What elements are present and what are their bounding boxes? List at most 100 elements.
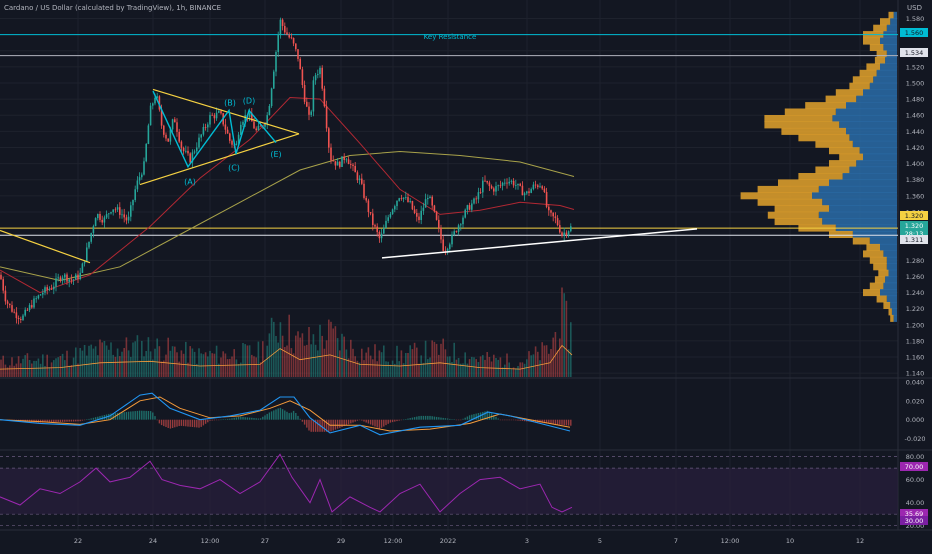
- candle-body: [92, 226, 95, 233]
- triangle-lower-line[interactable]: [139, 133, 300, 186]
- candle-body: [308, 106, 310, 115]
- macd-histogram-bar: [121, 412, 123, 420]
- volume-bar: [385, 361, 387, 377]
- volume-bar: [284, 347, 286, 377]
- macd-histogram-bar: [473, 414, 475, 420]
- candle-body: [321, 67, 323, 89]
- macd-histogram-bar: [292, 410, 295, 420]
- price-tick-label: 1.280: [906, 257, 925, 265]
- volume-profile-sell-bar: [859, 69, 877, 77]
- macd-histogram-bar: [92, 417, 95, 420]
- volume-bar: [180, 350, 183, 377]
- volume-bar: [521, 362, 524, 377]
- price-tick-label: 1.440: [906, 128, 925, 136]
- macd-histogram-bar: [405, 419, 407, 420]
- volume-bar: [105, 345, 108, 377]
- volume-bar: [286, 345, 288, 377]
- macd-tick-label: 0.040: [906, 378, 925, 386]
- candle-body: [143, 161, 145, 175]
- abcde-wave-path[interactable]: [152, 90, 277, 169]
- candle-body: [400, 198, 403, 199]
- macd-histogram-bar: [273, 410, 275, 420]
- candle-body: [306, 101, 308, 107]
- candle-body: [273, 71, 275, 89]
- macd-histogram-bar: [482, 411, 484, 420]
- candle-body: [83, 261, 86, 264]
- candle-body: [462, 217, 464, 225]
- time-axis[interactable]: 22 24 12:00 27 29 12:00 2022 3 5 7 12:00 10 12: [74, 537, 864, 545]
- candle-body: [138, 177, 141, 181]
- volume-bar: [462, 363, 464, 377]
- candle-body: [493, 188, 495, 192]
- drawings[interactable]: [0, 88, 698, 264]
- volume-bar: [479, 356, 482, 377]
- macd-histogram-bar: [563, 419, 565, 426]
- volume-bar: [226, 359, 229, 377]
- candle-body: [455, 231, 458, 232]
- volume-bar: [559, 338, 561, 377]
- volume-bar: [141, 340, 143, 377]
- candle-body: [490, 186, 493, 189]
- volume-bar: [539, 360, 541, 377]
- volume-bar: [405, 353, 407, 377]
- macd-histogram-bar: [44, 419, 46, 423]
- macd-histogram-bar: [334, 419, 337, 430]
- price-tick-label: 1.260: [906, 273, 925, 281]
- candle-body: [253, 121, 255, 129]
- macd-histogram-bar: [297, 415, 299, 420]
- macd-histogram-bar: [442, 417, 444, 420]
- candle-body: [411, 201, 414, 210]
- volume-bar: [356, 360, 359, 377]
- volume-profile-buy-bar: [822, 198, 897, 206]
- macd-histogram-bar: [361, 419, 363, 421]
- macd-histogram-bar: [501, 419, 504, 421]
- volume-bar: [149, 351, 152, 377]
- candle-body: [449, 244, 451, 249]
- time-tick-label: 24: [149, 537, 157, 545]
- volume-bar: [341, 333, 343, 377]
- macd-histogram-bar: [235, 417, 238, 420]
- candle-body: [242, 122, 244, 125]
- horizontal-levels[interactable]: [0, 34, 898, 236]
- volume-bar: [427, 359, 429, 377]
- triangle-upper-line[interactable]: [152, 88, 300, 135]
- price-tick-label: 1.200: [906, 321, 925, 329]
- candle-body: [416, 213, 418, 217]
- candle-body: [240, 124, 242, 135]
- macd-histogram-bar: [420, 415, 422, 420]
- candle-body: [275, 52, 277, 72]
- volume-bar: [398, 361, 400, 377]
- volume-bar: [48, 367, 51, 377]
- macd-histogram-bar: [218, 419, 220, 421]
- macd-histogram-bar: [409, 418, 411, 420]
- macd-histogram-bar: [257, 418, 260, 420]
- macd-histogram-bar: [251, 417, 253, 420]
- macd-histogram-bar: [226, 418, 229, 420]
- support-trendline[interactable]: [381, 228, 698, 259]
- volume-bar: [237, 364, 240, 377]
- candle-body: [147, 125, 150, 144]
- candle-body: [367, 200, 370, 212]
- macd-histogram-bar: [521, 419, 524, 421]
- macd-histogram-bar: [281, 409, 284, 420]
- price-tick-label: 1.580: [906, 15, 925, 23]
- left-yellow-trendline[interactable]: [0, 229, 91, 264]
- macd-histogram-bar: [119, 412, 121, 420]
- volume-bar: [259, 362, 262, 377]
- candle-body: [193, 151, 196, 153]
- macd-histogram-bar: [299, 418, 301, 420]
- macd-histogram-bar: [143, 410, 145, 420]
- volume-bar: [61, 353, 64, 377]
- volume-bar: [185, 341, 187, 377]
- macd-histogram-bar: [431, 416, 433, 420]
- volume-profile-sell-bar: [815, 140, 853, 148]
- macd-histogram-bar: [130, 411, 132, 420]
- volume-profile-buy-bar: [880, 63, 897, 71]
- volume-bar: [191, 348, 194, 377]
- volume-bar: [374, 344, 376, 377]
- candle-body: [31, 305, 33, 308]
- price-axis[interactable]: 1.5801.5401.5201.5001.4801.4601.4401.420…: [905, 15, 926, 530]
- volume-bar: [59, 356, 62, 377]
- candle-body: [189, 153, 191, 163]
